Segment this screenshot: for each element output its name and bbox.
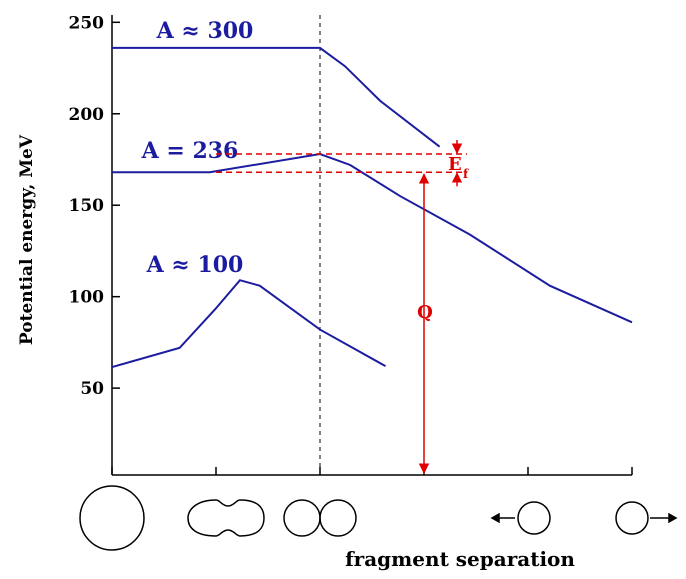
- ef-subscript: f: [463, 167, 469, 181]
- fragment-shapes: [79, 485, 678, 551]
- line-series: [111, 279, 387, 369]
- line-series: [112, 46, 441, 148]
- y-tick-label: 100: [69, 288, 105, 308]
- series-label: A = 236: [141, 138, 239, 164]
- y-tick-label: 50: [80, 379, 104, 399]
- line-series: [112, 152, 633, 324]
- y-tick-label: 250: [69, 13, 105, 33]
- x-axis-label: fragment separation: [345, 547, 575, 571]
- q-label: Q: [417, 302, 433, 323]
- y-tick-label: 200: [69, 105, 105, 125]
- series-label: A ≈ 100: [146, 252, 244, 278]
- y-tick-label: 150: [69, 196, 105, 216]
- ef-label: E: [448, 154, 462, 175]
- series-label: A ≈ 300: [156, 18, 254, 44]
- y-axis-label: Potential energy, MeV: [17, 134, 37, 345]
